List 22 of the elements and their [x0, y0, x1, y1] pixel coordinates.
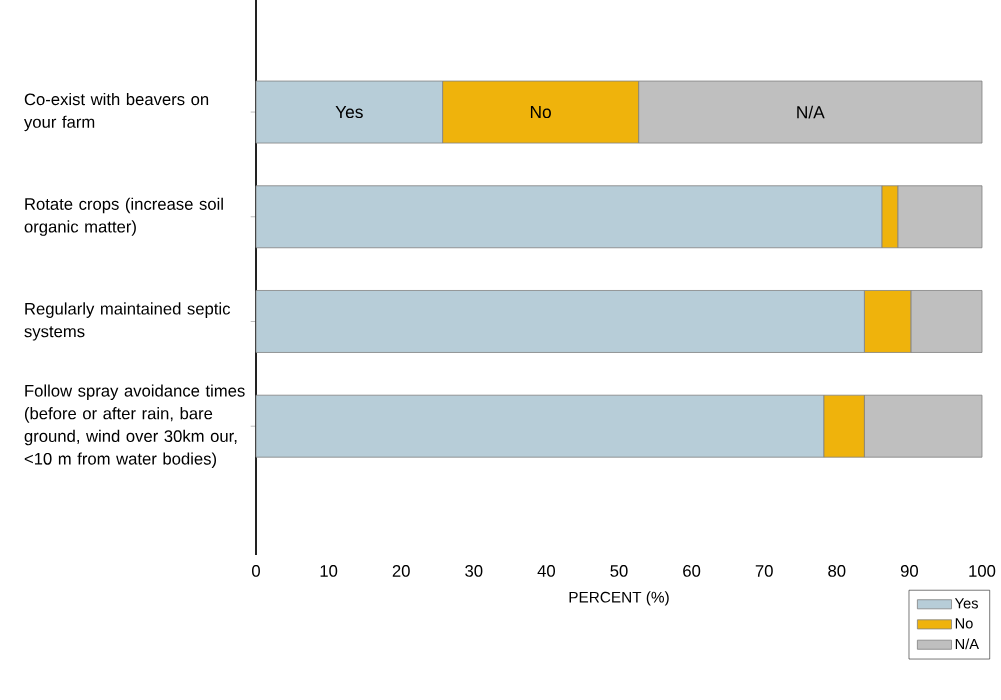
x-tick-label: 40 — [537, 565, 556, 577]
legend-label: Yes — [954, 598, 978, 609]
y-tick-label: Follow spray avoidance times (before or after rain, bare ground, wind over 30km our, <10 m from water bodies) — [24, 384, 245, 468]
x-tick-label: 60 — [683, 565, 701, 577]
x-tick-label: 90 — [900, 565, 918, 577]
x-tick-label: 0 — [252, 565, 260, 577]
y-tick-label: Rotate crops (increase soil organic matter) — [24, 197, 223, 236]
data-label: N/A — [797, 105, 825, 119]
legend-label: No — [955, 618, 973, 629]
data-label: No — [530, 106, 551, 119]
x-tick-label: 80 — [828, 565, 846, 577]
x-tick-label: 100 — [969, 565, 996, 577]
x-tick-label: 10 — [320, 565, 338, 577]
x-axis-title: PERCENT (%) — [569, 591, 669, 606]
x-tick-label: 30 — [465, 565, 483, 577]
x-tick-label: 50 — [610, 565, 628, 577]
x-tick-label: 70 — [755, 565, 773, 577]
y-tick-label: Co-exist with beavers on your farm — [24, 92, 209, 132]
y-tick-label: Regularly maintained septic systems — [24, 302, 231, 341]
x-tick-label: 20 — [392, 565, 410, 577]
legend-label: N/A — [955, 638, 980, 650]
data-label: Yes — [335, 106, 363, 119]
